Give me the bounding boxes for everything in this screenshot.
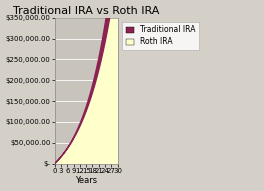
Title: Traditional IRA vs Roth IRA: Traditional IRA vs Roth IRA <box>13 6 159 15</box>
X-axis label: Years: Years <box>75 176 97 185</box>
Legend: Traditional IRA, Roth IRA: Traditional IRA, Roth IRA <box>122 22 199 50</box>
